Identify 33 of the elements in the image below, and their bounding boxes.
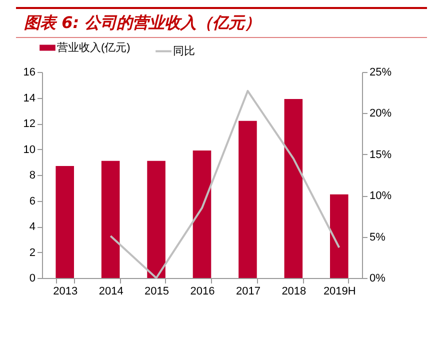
y-tick-label: 10: [23, 144, 36, 156]
y-tick-label: 6: [29, 195, 36, 208]
y2-tick-label: 0%: [370, 272, 386, 284]
x-tick-label: 2016: [190, 286, 215, 298]
y2-tick-label: 5%: [370, 231, 386, 244]
x-tick-label: 2015: [144, 286, 170, 298]
x-tick-label: 2014: [98, 286, 124, 298]
x-tick-label: 2018: [282, 286, 306, 298]
y-tick-label: 16: [23, 66, 36, 78]
y-tick-label: 14: [23, 92, 36, 104]
y-tick-label: 4: [29, 221, 36, 233]
legend-label: 营业收入(亿元): [57, 40, 130, 54]
x-tick-label: 2013: [53, 286, 78, 298]
bar: [330, 194, 348, 278]
y-tick-label: 8: [29, 170, 36, 182]
x-tick-label: 2017: [236, 286, 260, 298]
bar: [101, 160, 120, 278]
y2-tick-label: 25%: [370, 66, 392, 78]
bar: [56, 166, 74, 278]
line-series: [110, 90, 340, 279]
y-tick-label: 0: [29, 272, 36, 284]
y2-tick-label: 20%: [370, 108, 392, 120]
y-tick-label: 2: [29, 246, 36, 259]
bar: [147, 160, 166, 278]
x-tick-label: 2019H: [323, 286, 356, 298]
legend-label: 同比: [173, 44, 195, 58]
y-tick-label: 12: [23, 118, 36, 130]
y2-tick-label: 10%: [370, 190, 392, 202]
bar: [284, 99, 303, 278]
y2-tick-label: 15%: [370, 148, 392, 161]
bar: [192, 150, 212, 278]
bar: [238, 120, 257, 278]
chart-title: 图表 6: 公司的营业收入（亿元）: [16, 7, 427, 38]
